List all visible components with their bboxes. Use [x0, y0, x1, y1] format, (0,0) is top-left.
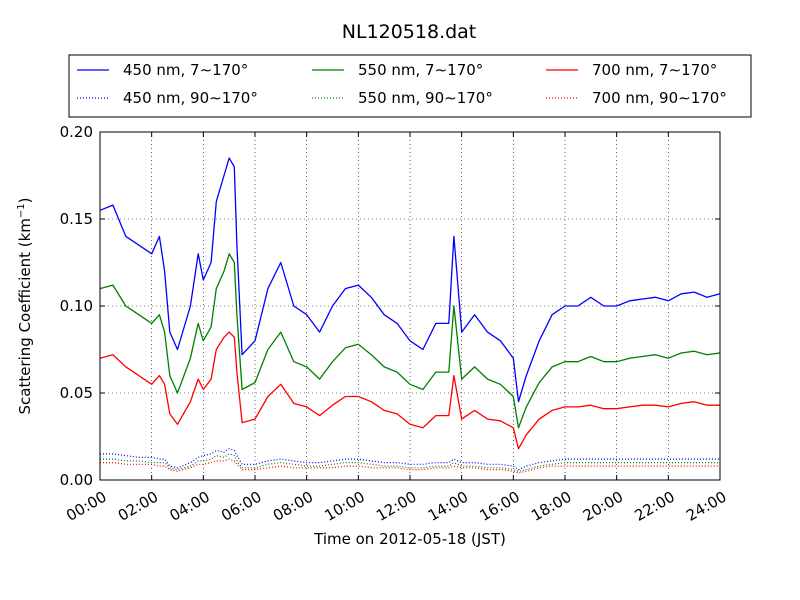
y-tick-label: 0.10 [60, 297, 93, 315]
legend-label-5: 700 nm, 7∼170° [592, 61, 717, 79]
legend-label-3: 550 nm, 7∼170° [358, 61, 483, 79]
series-line-1 [99, 157, 721, 403]
legend-label-1: 450 nm, 7∼170° [123, 61, 248, 79]
series-line-6 [100, 458, 720, 474]
legend-box [68, 54, 752, 118]
y-tick-label: 0.00 [60, 471, 93, 489]
y-axis-label-superscript: −1 [16, 203, 27, 218]
x-axis-label: Time on 2012-05-18 (JST) [313, 530, 506, 548]
series-line-4 [100, 453, 720, 472]
series-lines [99, 157, 721, 474]
legend-label-4: 550 nm, 90∼170° [358, 89, 493, 107]
y-axis-label: Scattering Coefficient (km−1) [16, 197, 34, 414]
y-axis-label-main: Scattering Coefficient (km [16, 218, 34, 414]
y-axis-label-end: ) [16, 197, 34, 203]
y-tick-label: 0.05 [60, 384, 93, 402]
chart-title: NL120518.dat [342, 21, 477, 43]
legend: 450 nm, 7∼170° 550 nm, 7∼170° 700 nm, 7∼17… [68, 54, 752, 118]
series-line-3 [99, 253, 721, 429]
legend-label-2: 450 nm, 90∼170° [123, 89, 258, 107]
y-tick-label: 0.15 [60, 210, 93, 228]
y-tick-label: 0.20 [60, 123, 93, 141]
legend-label-6: 700 nm, 90∼170° [592, 89, 727, 107]
series-line-5 [99, 331, 720, 450]
